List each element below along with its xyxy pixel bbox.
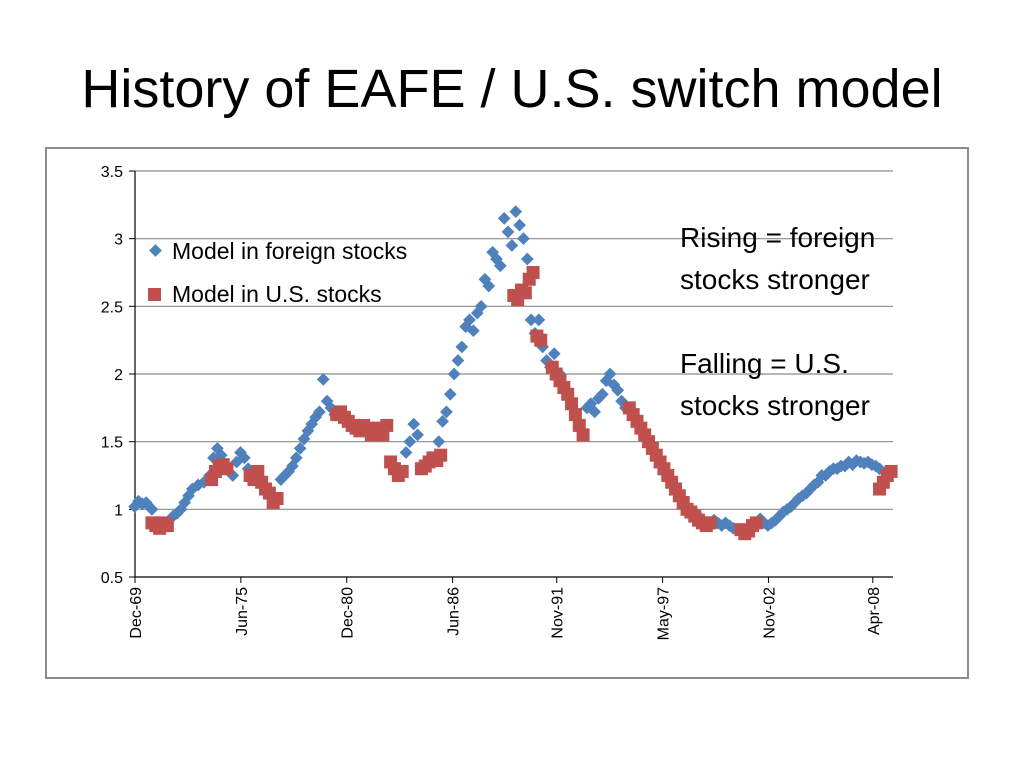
point-us (518, 286, 532, 300)
annotation-line-4: stocks stronger (680, 390, 870, 421)
point-foreign (293, 442, 307, 455)
point-foreign (493, 259, 507, 273)
point-foreign (443, 387, 457, 401)
point-foreign (289, 451, 303, 465)
y-tick-labels: 0.5 1 1.5 2 2.5 3 3.5 (101, 164, 123, 587)
x-tick-label: May-97 (656, 587, 673, 640)
point-us (884, 464, 898, 478)
annotation-line-2: stocks stronger (680, 264, 870, 295)
legend-us-marker (148, 288, 161, 301)
slide-title: History of EAFE / U.S. switch model (81, 59, 943, 119)
y-tick-label: 1.5 (101, 435, 123, 452)
point-foreign (407, 417, 421, 431)
x-tick-label: Dec-80 (340, 587, 357, 639)
point-us (749, 516, 763, 530)
point-foreign (482, 279, 496, 293)
point-foreign (505, 239, 519, 252)
x-tick-labels: Dec-69 Jun-75 Dec-80 Jun-86 Nov-91 May-97 Nov-… (128, 587, 883, 640)
point-us (565, 397, 579, 411)
point-foreign (399, 446, 413, 459)
x-tick-label: Nov-91 (550, 587, 567, 639)
point-us (270, 492, 284, 506)
annotation-line-3: Falling = U.S. (680, 348, 849, 379)
point-foreign (447, 367, 461, 381)
x-tick-label: Dec-69 (128, 587, 145, 639)
point-foreign (451, 354, 465, 367)
point-us (568, 408, 582, 422)
point-foreign (467, 324, 480, 338)
point-foreign (237, 451, 251, 465)
point-foreign (501, 225, 515, 239)
chart-annotations: Rising = foreign stocks stronger Falling… (680, 222, 875, 421)
point-us (395, 464, 409, 478)
x-tick-label: Jun-75 (234, 587, 251, 636)
point-foreign (436, 415, 449, 428)
y-tick-label: 0.5 (101, 570, 123, 587)
chart-frame: 0.5 1 1.5 2 2.5 3 3.5 Dec-69 Jun-75 Dec-80 Jun-86… (45, 147, 969, 679)
point-us (251, 464, 265, 478)
gridlines (129, 170, 893, 578)
y-tick-label: 3 (114, 232, 123, 249)
point-foreign (497, 212, 511, 225)
y-tick-label: 2.5 (101, 299, 123, 316)
point-foreign (316, 373, 330, 386)
point-us (703, 516, 717, 530)
y-tick-label: 2 (114, 367, 123, 384)
point-foreign (440, 405, 453, 419)
point-foreign (517, 232, 530, 246)
point-foreign (513, 218, 526, 232)
point-us (220, 462, 234, 476)
point-foreign (411, 428, 424, 442)
series-us-markers (145, 266, 898, 541)
point-us (576, 428, 590, 442)
legend: Model in foreign stocks Model in U.S. st… (148, 238, 407, 307)
legend-foreign-marker (149, 244, 162, 257)
point-foreign (455, 340, 469, 354)
point-us (380, 418, 394, 432)
point-foreign (509, 205, 523, 218)
point-foreign (474, 299, 488, 313)
legend-foreign-label: Model in foreign stocks (172, 238, 407, 264)
point-foreign (145, 502, 159, 516)
annotation-line-1: Rising = foreign (680, 222, 875, 253)
point-foreign (313, 405, 326, 419)
point-foreign (463, 313, 476, 327)
point-us (534, 333, 548, 347)
legend-us-label: Model in U.S. stocks (172, 281, 382, 307)
point-foreign (403, 435, 417, 449)
point-us (526, 266, 540, 279)
point-us (434, 448, 448, 462)
point-us (160, 519, 174, 533)
x-tick-label: Nov-02 (761, 587, 778, 639)
scatter-chart: 0.5 1 1.5 2 2.5 3 3.5 Dec-69 Jun-75 Dec-80 Jun-86… (101, 164, 898, 640)
series-foreign-markers (128, 205, 886, 536)
point-foreign (520, 252, 534, 266)
point-foreign (432, 435, 446, 449)
x-tick-label: Jun-86 (446, 587, 463, 636)
y-tick-label: 1 (114, 502, 123, 519)
point-foreign (532, 313, 546, 327)
x-tick-label: Apr-08 (866, 587, 883, 635)
y-tick-label: 3.5 (101, 164, 123, 181)
